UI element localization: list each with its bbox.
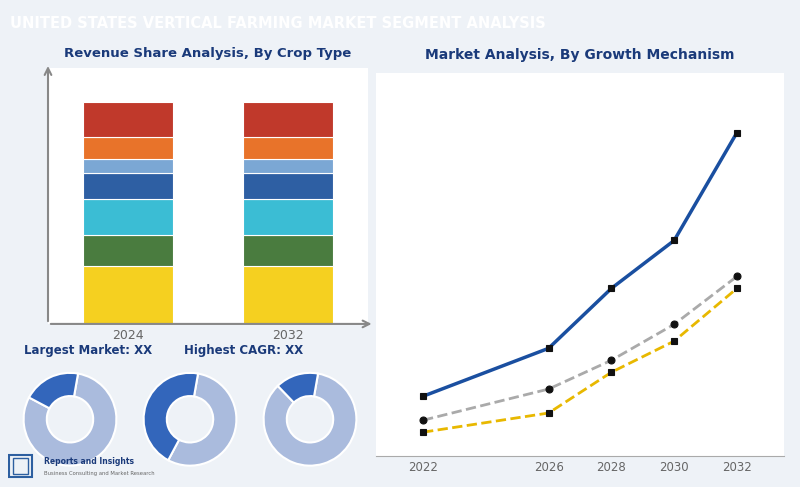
Bar [83, 173, 173, 200]
Bar [83, 137, 173, 159]
Aquaponics [670, 338, 679, 344]
Line: Aquaponics: Aquaponics [420, 285, 740, 436]
Bar [243, 102, 333, 137]
Bar [83, 159, 173, 173]
Hydroponics [732, 130, 742, 135]
Text: UNITED STATES VERTICAL FARMING MARKET SEGMENT ANALYSIS: UNITED STATES VERTICAL FARMING MARKET SE… [10, 16, 546, 31]
Wedge shape [278, 373, 318, 403]
Wedge shape [29, 373, 78, 409]
Text: Business Consulting and Market Research: Business Consulting and Market Research [44, 471, 154, 476]
Text: Highest CAGR: XX: Highest CAGR: XX [184, 344, 303, 357]
Bar [83, 266, 173, 324]
Line: Hydroponics: Hydroponics [420, 129, 740, 400]
Title: Market Analysis, By Growth Mechanism: Market Analysis, By Growth Mechanism [426, 48, 734, 62]
Aeroponics [606, 357, 616, 363]
Bar [243, 235, 333, 266]
Wedge shape [168, 374, 236, 466]
Aeroponics [544, 386, 554, 392]
Aeroponics [418, 417, 428, 423]
Aquaponics [606, 369, 616, 375]
Text: Largest Market: XX: Largest Market: XX [24, 344, 152, 357]
Aeroponics [670, 321, 679, 327]
Bar [243, 173, 333, 200]
Hydroponics [544, 345, 554, 351]
Hydroponics [418, 393, 428, 399]
Bar [243, 137, 333, 159]
Bar [243, 200, 333, 235]
Bar [83, 102, 173, 137]
Wedge shape [144, 373, 198, 460]
Aquaponics [732, 285, 742, 291]
Wedge shape [264, 374, 356, 466]
Bar [83, 200, 173, 235]
Bar [83, 235, 173, 266]
Title: Revenue Share Analysis, By Crop Type: Revenue Share Analysis, By Crop Type [64, 47, 352, 60]
Text: Reports and Insights: Reports and Insights [44, 457, 134, 466]
Hydroponics [670, 238, 679, 244]
Bar [243, 266, 333, 324]
Line: Aeroponics: Aeroponics [420, 273, 740, 424]
Aeroponics [732, 274, 742, 280]
Hydroponics [606, 285, 616, 291]
Aquaponics [544, 410, 554, 416]
Aquaponics [418, 429, 428, 435]
Bar [243, 159, 333, 173]
Wedge shape [24, 374, 116, 466]
